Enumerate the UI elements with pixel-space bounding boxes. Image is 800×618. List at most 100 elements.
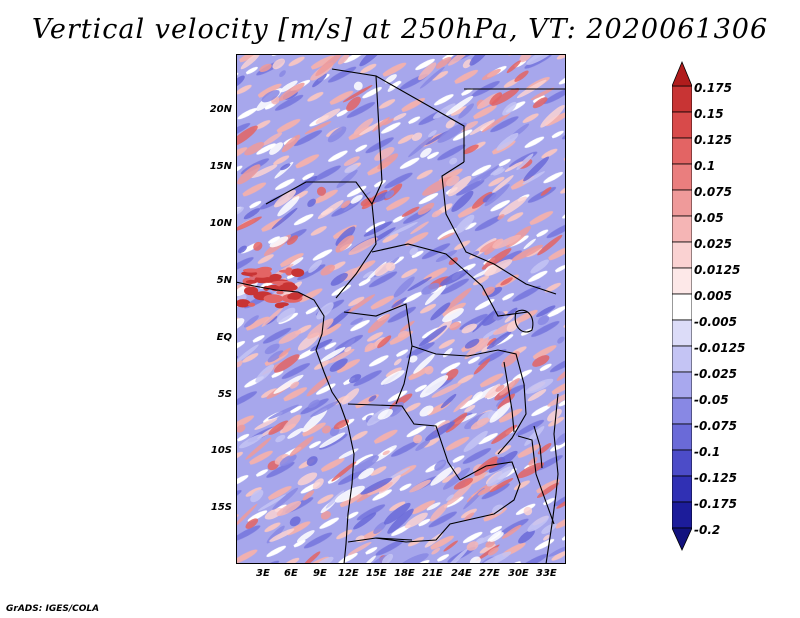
field-speckle <box>268 420 289 435</box>
field-speckle <box>504 161 524 173</box>
lon-label: 33E <box>536 568 557 579</box>
field-speckle <box>527 515 549 532</box>
field-speckle <box>304 121 332 135</box>
field-speckle <box>325 308 352 330</box>
field-speckle <box>525 378 554 394</box>
field-speckle <box>431 547 441 555</box>
colorbar-label: -0.1 <box>694 445 721 459</box>
field-speckle-strong <box>269 273 282 281</box>
field-speckle <box>430 302 451 321</box>
field-speckle <box>518 529 535 544</box>
field-speckle <box>481 68 501 81</box>
field-speckle <box>350 317 364 325</box>
field-speckle <box>488 547 499 556</box>
field-speckle <box>253 241 263 251</box>
field-speckle <box>499 196 527 217</box>
coastlines-borders <box>236 68 566 564</box>
colorbar-label: -0.025 <box>694 367 737 381</box>
field-speckle <box>310 400 340 417</box>
field-speckle <box>306 375 331 397</box>
field-speckle <box>362 270 374 279</box>
field-speckle <box>516 153 534 171</box>
field-speckle <box>254 418 278 430</box>
field-speckle <box>363 555 376 564</box>
field-speckle <box>445 119 456 129</box>
field-speckle <box>377 153 399 170</box>
field-speckle <box>377 408 393 420</box>
field-speckle-strong <box>242 268 260 273</box>
field-speckle <box>296 530 315 543</box>
field-speckle <box>338 54 349 65</box>
field-speckle <box>446 175 460 187</box>
field-speckle <box>442 308 464 323</box>
field-speckle <box>540 104 565 128</box>
field-speckle <box>308 399 320 409</box>
field-speckle <box>237 164 261 185</box>
field-speckle <box>236 75 245 88</box>
field-speckle <box>276 307 296 323</box>
field-speckle <box>492 504 504 515</box>
field-speckle <box>443 540 458 552</box>
field-speckle <box>236 503 258 529</box>
field-speckle <box>236 206 244 216</box>
field-speckle <box>282 414 301 433</box>
colorbar-swatch <box>672 371 692 399</box>
field-speckle <box>463 430 488 452</box>
field-speckle <box>397 330 408 338</box>
field-speckle <box>424 285 447 306</box>
lat-label: 20N <box>209 104 232 115</box>
colorbar-label: 0.1 <box>694 159 716 173</box>
field-speckle <box>315 556 334 564</box>
field-speckle <box>368 395 377 402</box>
lat-label: EQ <box>216 332 232 343</box>
border-car <box>371 243 529 317</box>
field-speckle <box>451 190 474 212</box>
colorbar-swatch <box>672 215 692 243</box>
field-speckle <box>481 248 512 270</box>
field-speckle <box>491 87 520 106</box>
field-speckle <box>320 264 335 276</box>
field-speckle <box>278 330 302 344</box>
field-speckle <box>269 142 284 155</box>
field-speckle <box>448 54 469 66</box>
field-speckle <box>245 437 272 460</box>
lat-label: 15N <box>209 161 232 172</box>
field-speckle <box>236 344 259 363</box>
field-speckle <box>267 350 284 363</box>
field-speckle <box>383 502 411 525</box>
field-speckle <box>501 351 520 368</box>
field-speckle <box>536 482 560 498</box>
field-speckle <box>438 232 455 241</box>
field-speckle <box>330 272 348 286</box>
field-speckle <box>499 377 520 396</box>
lat-label: 10S <box>210 445 232 456</box>
colorbar-swatch <box>672 423 692 451</box>
field-speckle <box>497 393 516 410</box>
field-speckle <box>335 235 355 253</box>
field-speckle <box>453 394 473 413</box>
field-speckle <box>413 353 435 374</box>
field-speckle <box>367 313 391 334</box>
field-speckle-strong <box>282 282 295 288</box>
field-speckle <box>530 87 555 101</box>
field-speckle <box>320 511 331 520</box>
field-speckle <box>409 247 418 256</box>
colorbar-swatch <box>672 475 692 503</box>
field-speckle <box>536 305 556 317</box>
field-speckle <box>255 364 275 383</box>
field-speckle <box>404 512 428 529</box>
colorbar-swatch <box>672 163 692 191</box>
border-zambia <box>375 461 521 543</box>
field-speckle <box>286 235 299 245</box>
field-speckle-strong <box>248 302 256 307</box>
field-speckle <box>470 417 491 430</box>
lon-label: 15E <box>366 568 387 579</box>
field-speckle <box>347 541 372 556</box>
coastline-west <box>236 281 355 564</box>
field-speckle-strong <box>276 290 284 295</box>
field-speckle <box>297 472 318 486</box>
field-speckle <box>411 132 423 141</box>
colorbar-swatch <box>672 241 692 269</box>
field-speckle <box>384 190 395 199</box>
field-speckle <box>419 66 445 89</box>
